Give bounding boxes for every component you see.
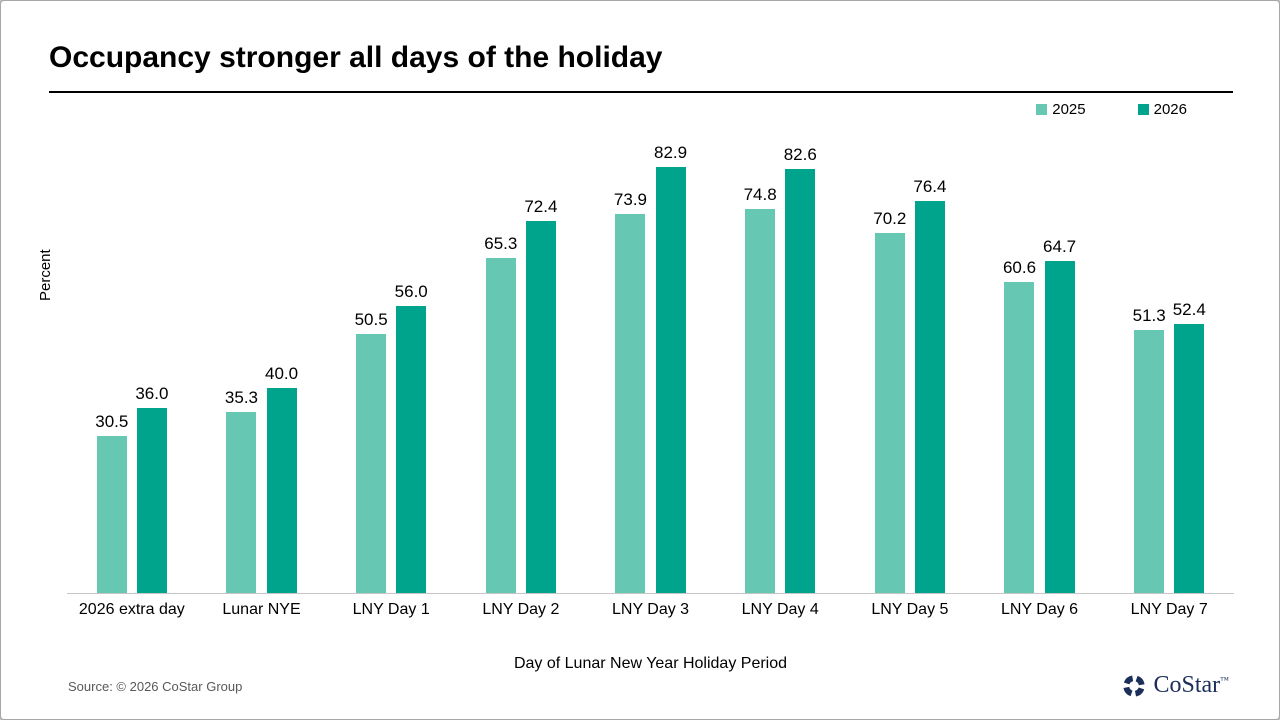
bar-value-label: 70.2 bbox=[873, 209, 907, 229]
chart-legend: 2025 2026 bbox=[1036, 101, 1187, 118]
costar-pinwheel-icon bbox=[1122, 674, 1145, 697]
bar-value-label: 72.4 bbox=[524, 197, 558, 217]
trademark-symbol: ™ bbox=[1220, 675, 1229, 685]
bar-group: 70.2 76.4 bbox=[845, 178, 975, 593]
x-tick-label: LNY Day 1 bbox=[352, 601, 430, 618]
page-title: Occupancy stronger all days of the holid… bbox=[49, 41, 663, 74]
costar-logo: CoStar™ bbox=[1121, 672, 1230, 699]
bar-wrap-2026: 40.0 bbox=[265, 365, 298, 593]
bar-wrap-2025: 73.9 bbox=[614, 191, 647, 593]
bar-wrap-2025: 30.5 bbox=[95, 413, 128, 593]
bar-2025 bbox=[874, 233, 905, 593]
y-axis-title: Percent bbox=[37, 249, 54, 301]
bar-wrap-2025: 51.3 bbox=[1133, 307, 1166, 593]
bar-wrap-2025: 60.6 bbox=[1003, 259, 1036, 593]
bar-2025 bbox=[1004, 282, 1035, 593]
bar-wrap-2025: 70.2 bbox=[873, 210, 906, 593]
x-tick-label: LNY Day 5 bbox=[871, 601, 949, 618]
bar-group: 50.5 56.0 bbox=[326, 283, 456, 593]
bar-value-label: 30.5 bbox=[95, 412, 129, 432]
costar-logo-text: CoStar™ bbox=[1153, 672, 1230, 698]
bar-wrap-2026: 36.0 bbox=[135, 385, 168, 593]
bar-wrap-2025: 74.8 bbox=[744, 186, 777, 593]
bar-wrap-2026: 56.0 bbox=[395, 283, 428, 593]
legend-swatch-2025 bbox=[1036, 104, 1048, 115]
bar-wrap-2025: 35.3 bbox=[225, 389, 258, 593]
bar-wrap-2026: 52.4 bbox=[1173, 301, 1206, 593]
bar-wrap-2026: 82.9 bbox=[654, 144, 687, 593]
bar-value-label: 35.3 bbox=[224, 388, 258, 408]
legend-label-2026: 2026 bbox=[1153, 101, 1187, 118]
bar-2025 bbox=[356, 334, 387, 593]
x-axis-title: Day of Lunar New Year Holiday Period bbox=[513, 655, 788, 672]
bar-value-label: 74.8 bbox=[743, 185, 777, 205]
bar-2025 bbox=[485, 258, 516, 593]
bar-2025 bbox=[615, 214, 646, 593]
bar-2026 bbox=[396, 306, 427, 593]
bar-value-label: 40.0 bbox=[265, 364, 299, 384]
bar-value-label: 60.6 bbox=[1002, 258, 1037, 278]
bar-2026 bbox=[266, 388, 297, 593]
bar-group: 73.9 82.9 bbox=[586, 144, 716, 593]
legend-item-2025: 2025 bbox=[1036, 101, 1086, 118]
bar-value-label: 36.0 bbox=[135, 384, 169, 404]
x-tick-label: 2026 extra day bbox=[78, 601, 185, 618]
bar-wrap-2025: 50.5 bbox=[355, 311, 388, 593]
bar-value-label: 76.4 bbox=[913, 177, 947, 197]
legend-label-2025: 2025 bbox=[1052, 101, 1086, 118]
bar-value-label: 51.3 bbox=[1132, 306, 1166, 326]
legend-item-2026: 2026 bbox=[1137, 101, 1187, 118]
bar-wrap-2025: 65.3 bbox=[484, 235, 517, 593]
chart-area: 30.5 36.0 35.3 40.0 50.5 56.0 65.3 72.4 73.9 82.9… bbox=[67, 132, 1234, 619]
bar-wrap-2026: 76.4 bbox=[913, 178, 946, 593]
bar-wrap-2026: 82.6 bbox=[784, 146, 817, 593]
bar-value-label: 82.9 bbox=[654, 143, 688, 163]
bar-value-label: 82.6 bbox=[783, 145, 817, 165]
bar-2026 bbox=[1174, 324, 1205, 593]
source-attribution: Source: © 2026 CoStar Group bbox=[68, 679, 243, 694]
bar-2025 bbox=[226, 412, 257, 593]
bar-value-label: 64.7 bbox=[1043, 237, 1077, 257]
title-divider bbox=[49, 91, 1233, 93]
x-tick-label: LNY Day 7 bbox=[1130, 601, 1208, 618]
x-tick-label: LNY Day 4 bbox=[741, 601, 819, 618]
x-tick-label: LNY Day 2 bbox=[482, 601, 560, 618]
x-tick-label: LNY Day 3 bbox=[611, 601, 690, 618]
bar-2026 bbox=[136, 408, 167, 593]
bar-wrap-2026: 72.4 bbox=[524, 198, 557, 593]
bar-wrap-2026: 64.7 bbox=[1043, 238, 1076, 593]
x-axis-labels: 2026 extra day Lunar NYE LNY Day 1 LNY Day … bbox=[67, 601, 1234, 619]
x-tick-label: LNY Day 6 bbox=[1001, 601, 1079, 618]
bar-2026 bbox=[655, 167, 686, 593]
bar-2026 bbox=[525, 221, 556, 593]
bar-group: 35.3 40.0 bbox=[197, 365, 327, 593]
bar-group: 30.5 36.0 bbox=[67, 385, 197, 593]
bar-group: 74.8 82.6 bbox=[715, 146, 845, 593]
x-tick-label: Lunar NYE bbox=[222, 601, 301, 618]
bar-2025 bbox=[745, 209, 776, 593]
bar-2025 bbox=[1134, 330, 1165, 593]
bar-value-label: 50.5 bbox=[354, 310, 388, 330]
bar-value-label: 56.0 bbox=[394, 282, 428, 302]
bar-group: 60.6 64.7 bbox=[975, 238, 1105, 593]
bar-group: 65.3 72.4 bbox=[456, 198, 586, 593]
bar-2026 bbox=[914, 201, 945, 593]
bar-value-label: 73.9 bbox=[613, 190, 648, 210]
legend-swatch-2026 bbox=[1137, 104, 1149, 115]
plot-area: 30.5 36.0 35.3 40.0 50.5 56.0 65.3 72.4 73.9 82.9… bbox=[67, 132, 1234, 594]
bar-value-label: 65.3 bbox=[484, 234, 518, 254]
bar-group: 51.3 52.4 bbox=[1104, 301, 1234, 593]
bar-value-label: 52.4 bbox=[1172, 300, 1206, 320]
bar-2025 bbox=[96, 436, 127, 593]
bar-2026 bbox=[1044, 261, 1075, 593]
bar-2026 bbox=[785, 169, 816, 593]
